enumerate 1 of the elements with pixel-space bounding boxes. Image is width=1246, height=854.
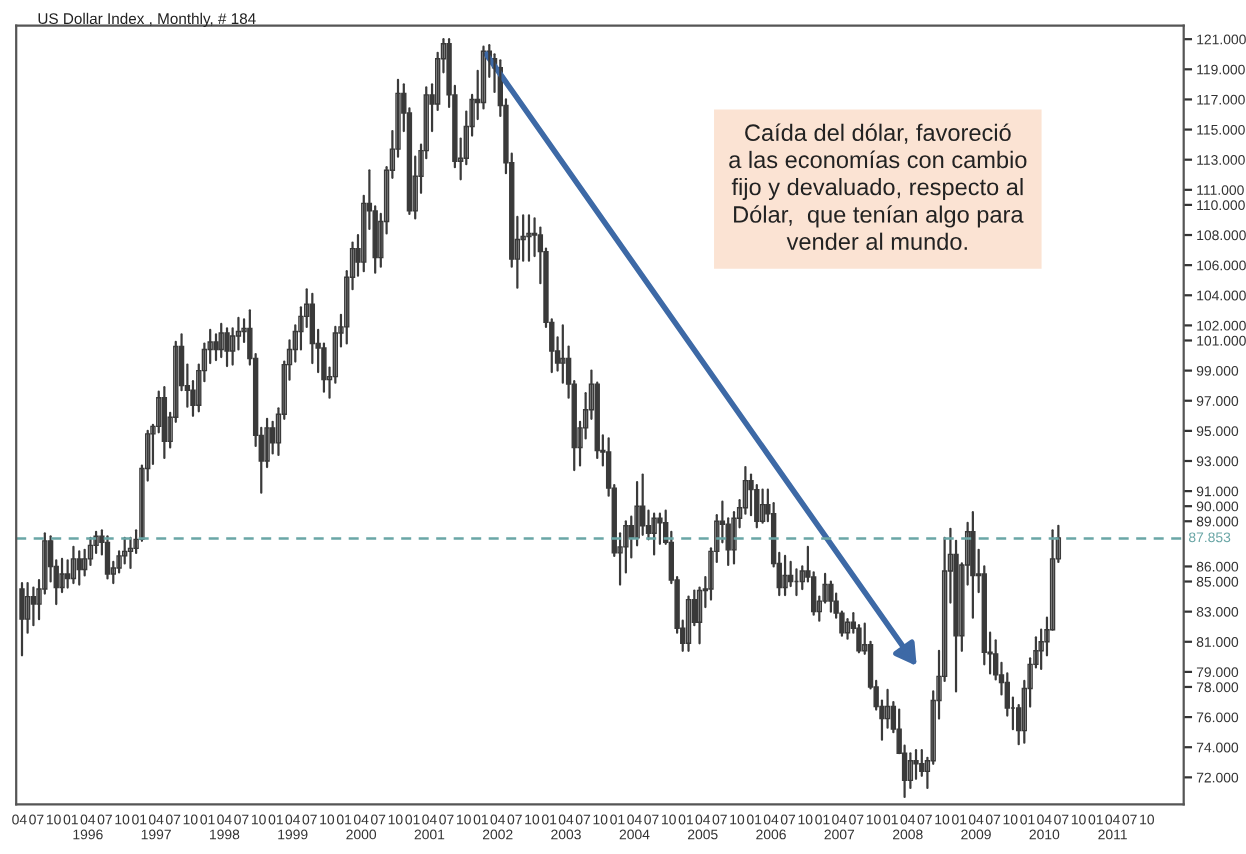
annotation: Caída del dólar, favoreció a las economías con cambio fijo y devaluado, respecto al Dólar, que tenían algo para vender al mundo.	[729, 123, 1027, 250]
